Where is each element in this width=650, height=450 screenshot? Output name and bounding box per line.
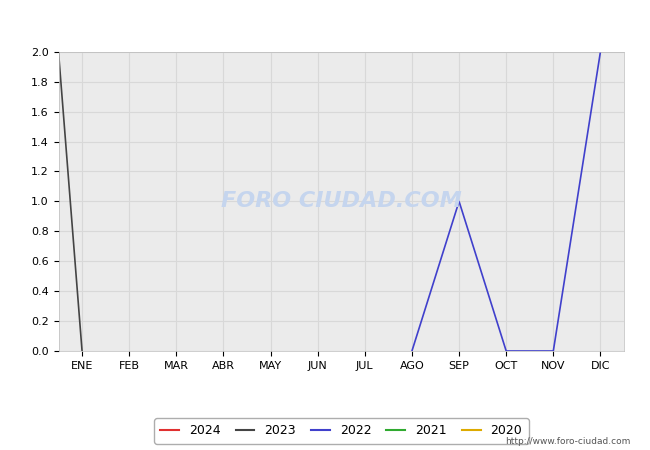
Text: FORO CIUDAD.COM: FORO CIUDAD.COM [221,191,462,212]
Text: Matriculaciones de Vehiculos en Cucalón: Matriculaciones de Vehiculos en Cucalón [156,14,494,33]
Legend: 2024, 2023, 2022, 2021, 2020: 2024, 2023, 2022, 2021, 2020 [154,418,528,444]
Text: http://www.foro-ciudad.com: http://www.foro-ciudad.com [505,436,630,446]
